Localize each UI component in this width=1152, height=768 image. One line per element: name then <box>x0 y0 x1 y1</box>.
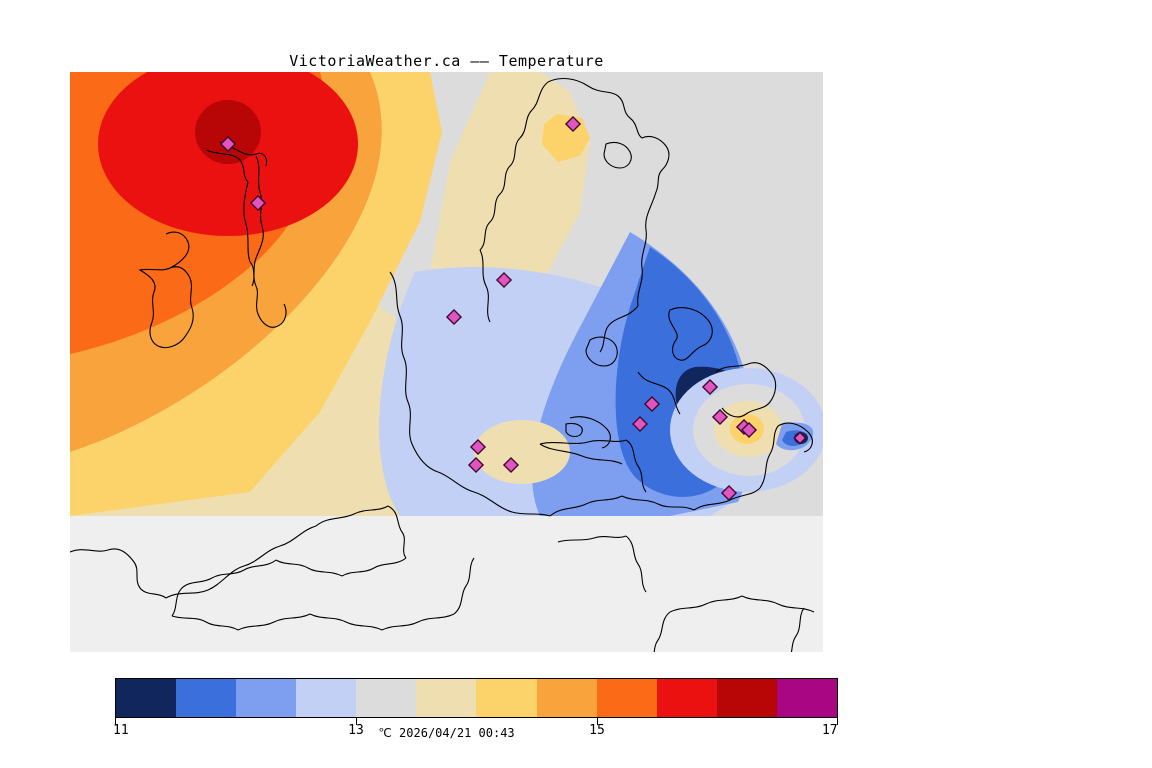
colorbar-segment <box>596 679 657 717</box>
coastline-se-c <box>653 611 671 652</box>
colorbar-tick <box>356 718 357 725</box>
map-panel[interactable] <box>70 72 823 652</box>
coastline-nw-d <box>251 155 264 287</box>
coastline-far-s-f <box>275 559 343 577</box>
station-marker[interactable] <box>249 194 267 212</box>
station-marker[interactable] <box>495 271 513 289</box>
coastline-se-h <box>625 535 647 593</box>
colorbar-segment <box>176 679 237 717</box>
contour-band-135-island <box>474 420 570 484</box>
coastline-w-island-n <box>165 231 190 269</box>
coastline-far-s-j <box>237 613 311 631</box>
coastline-ne-s <box>599 305 639 353</box>
coastline-ne-sw <box>479 249 491 323</box>
coastline-far-s-e <box>341 557 407 577</box>
colorbar-segment <box>416 679 477 717</box>
contour-fill-layer <box>70 72 823 516</box>
coastline-ne-notch <box>603 141 632 169</box>
colorbar-tick-label: 15 <box>589 723 605 738</box>
coastline-main-ne <box>715 362 777 418</box>
coastline-far-s-c <box>315 505 389 527</box>
coastline-inlet-a <box>637 371 681 415</box>
colorbar-tick <box>597 718 598 725</box>
coastline-mid-island <box>668 307 713 361</box>
temperature-contour-map[interactable] <box>70 72 823 652</box>
coastline-far-s-h <box>171 577 213 617</box>
station-marker[interactable] <box>711 408 729 426</box>
coastline-se-a <box>669 595 743 613</box>
colorbar-segment <box>356 679 417 717</box>
coastline-ne-e <box>637 191 657 307</box>
coastline-far-s-i <box>171 615 239 631</box>
colorbar-segment <box>476 679 537 717</box>
coastline-w-island <box>138 266 194 349</box>
station-marker[interactable] <box>219 135 237 153</box>
coastline-ne-b <box>641 135 670 193</box>
coastline-far-s-b <box>165 525 317 599</box>
coastline-chain-a <box>539 439 627 445</box>
colorbar-segment <box>716 679 777 717</box>
coastline-far-s-g <box>211 559 277 579</box>
coastline-chain-islet <box>565 422 583 438</box>
colorbar-segment <box>776 679 837 717</box>
colorbar-segment <box>536 679 597 717</box>
colorbar-segment <box>116 679 177 717</box>
coastline-nw-c <box>243 181 251 263</box>
coastline-far-s-d <box>387 505 407 559</box>
coastline-se-f <box>790 607 805 652</box>
contour-band-16-nw <box>195 100 261 164</box>
colorbar-tick-label: 11 <box>113 723 129 738</box>
colorbar-segment <box>296 679 357 717</box>
colorbar[interactable]: 11 13 15 17 <box>113 678 838 738</box>
station-marker[interactable] <box>502 456 520 474</box>
coastline-far-s-k <box>309 613 383 631</box>
coastline-main-s1 <box>549 495 623 517</box>
station-marker[interactable] <box>631 415 649 433</box>
coastline-se-g <box>557 535 627 543</box>
coastline-chain-b <box>539 443 623 465</box>
station-marker[interactable] <box>467 456 485 474</box>
coastline-far-s-a <box>70 548 167 599</box>
station-marker[interactable] <box>740 421 758 439</box>
colorbar-segment <box>656 679 717 717</box>
station-marker[interactable] <box>643 395 661 413</box>
coastline-far-s-m <box>453 557 475 615</box>
station-marker[interactable] <box>701 378 719 396</box>
station-marker[interactable] <box>564 115 582 133</box>
coastline-chain-d <box>569 416 611 449</box>
coastline-ne-a <box>547 77 643 139</box>
coastline-main-w <box>389 271 439 473</box>
coastline-main-e <box>759 425 779 489</box>
station-marker-layer[interactable] <box>219 115 807 502</box>
coastline-ne-w <box>479 81 549 251</box>
colorbar-segment <box>236 679 297 717</box>
colorbar-tick-label: 17 <box>821 723 838 738</box>
station-marker[interactable] <box>793 431 807 445</box>
coastline-nw-e <box>249 261 287 328</box>
colorbar-caption: ℃ 2026/04/21 00:43 <box>378 726 515 740</box>
station-marker[interactable] <box>720 484 738 502</box>
coastline-main-s2 <box>621 495 695 511</box>
coastline-center-islet <box>585 336 618 367</box>
land-below-extent <box>70 516 823 652</box>
colorbar-tick-label: 13 <box>348 723 364 738</box>
station-marker[interactable] <box>445 308 463 326</box>
coastline-chain-c <box>625 439 647 493</box>
coastline-nw-b <box>219 141 268 167</box>
colorbar-tick <box>837 718 838 725</box>
station-marker[interactable] <box>469 438 487 456</box>
coastline-far-s-l <box>381 613 455 631</box>
coastline-layer <box>70 77 815 652</box>
coastline-main-ne-tail <box>777 422 813 453</box>
page-title: VictoriaWeather.ca —— Temperature <box>289 52 604 70</box>
colorbar-gradient[interactable] <box>115 678 838 718</box>
colorbar-tick <box>115 718 116 725</box>
coastline-main-sw <box>437 471 551 517</box>
coastline-nw-a <box>205 149 249 183</box>
